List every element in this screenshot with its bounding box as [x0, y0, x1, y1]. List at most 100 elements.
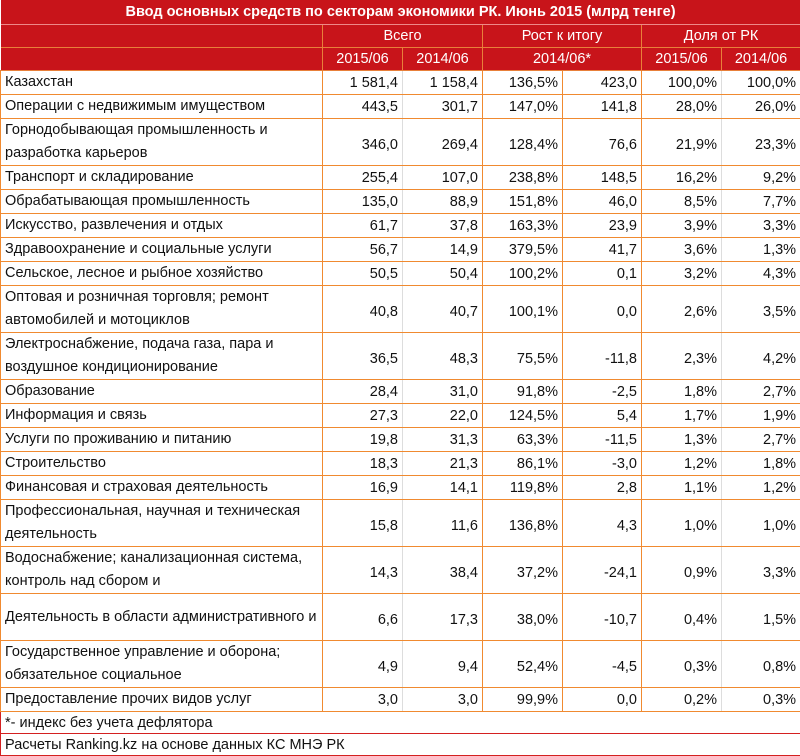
share-2014: 2,7%: [720, 427, 800, 452]
growth-abs-text: 4,3: [616, 518, 637, 534]
growth-abs-text: 2,8: [616, 479, 637, 496]
share-2015-text: 1,0%: [683, 518, 717, 534]
value-2015-text: 15,8: [369, 518, 398, 534]
sector-name: Горнодобывающая промышленность и разрабо…: [0, 118, 323, 166]
sector-name: Образование: [0, 379, 323, 404]
share-2014: 1,2%: [720, 475, 800, 500]
value-2015: 1 581,4: [322, 70, 403, 95]
share-2014-text: 1,3%: [763, 241, 797, 258]
share-2015-text: 0,4%: [683, 612, 717, 628]
header-growth-2014: 2014/06*: [482, 47, 642, 71]
share-2015: 0,2%: [641, 687, 722, 712]
growth-percent: 124,5%: [482, 403, 563, 428]
growth-percent-text: 100,2%: [508, 265, 558, 282]
value-2015-text: 4,9: [377, 659, 398, 675]
share-2015: 3,2%: [641, 261, 722, 286]
value-2014: 17,3: [402, 593, 483, 641]
share-2015: 0,9%: [641, 546, 722, 594]
table-row: Образование 28,4 31,0 91,8% -2,5 1,8% 2,7%: [0, 379, 800, 404]
growth-abs-text: -10,7: [603, 612, 637, 628]
growth-percent: 136,8%: [482, 499, 563, 547]
growth-percent: 99,9%: [482, 687, 563, 712]
share-2015-text: 100,0%: [667, 74, 717, 91]
value-2015: 19,8: [322, 427, 403, 452]
value-2015: 6,6: [322, 593, 403, 641]
value-2014-text: 31,0: [449, 383, 478, 400]
growth-abs: 141,8: [562, 94, 642, 119]
share-2015: 1,3%: [641, 427, 722, 452]
table-row: Водоснабжение; канализационная система, …: [0, 546, 800, 594]
value-2014-text: 88,9: [449, 193, 478, 210]
table-row: Электроснабжение, подача газа, пара и во…: [0, 332, 800, 380]
table-row: Предоставление прочих видов услуг 3,0 3,0 9…: [0, 687, 800, 712]
growth-abs: -3,0: [562, 451, 642, 476]
sector-name: Транспорт и складирование: [0, 165, 323, 190]
value-2015: 16,9: [322, 475, 403, 500]
growth-abs: 0,0: [562, 687, 642, 712]
value-2015: 14,3: [322, 546, 403, 594]
growth-percent: 100,2%: [482, 261, 563, 286]
sector-name: Финансовая и страховая деятельность: [0, 475, 323, 500]
share-2014-text: 0,3%: [763, 691, 797, 708]
table-row: Сельское, лесное и рыбное хозяйство 50,5 5…: [0, 261, 800, 286]
growth-percent: 37,2%: [482, 546, 563, 594]
growth-percent-text: 75,5%: [516, 351, 558, 367]
share-2015: 3,9%: [641, 213, 722, 238]
growth-percent: 238,8%: [482, 165, 563, 190]
growth-abs-text: 41,7: [608, 241, 637, 258]
value-2015-text: 443,5: [361, 98, 398, 115]
growth-abs: 0,1: [562, 261, 642, 286]
sector-name: Профессиональная, научная и техническая …: [0, 499, 323, 547]
value-2014: 37,8: [402, 213, 483, 238]
value-2014-text: 40,7: [449, 304, 478, 320]
share-2015-text: 21,9%: [675, 137, 717, 153]
table-row: Казахстан 1 581,4 1 158,4 136,5% 423,0 100,0%…: [0, 70, 800, 95]
growth-percent-text: 124,5%: [508, 407, 558, 424]
growth-percent: 119,8%: [482, 475, 563, 500]
share-2015-text: 16,2%: [675, 169, 717, 186]
table-row: Операции с недвижимым имуществом 443,5 301…: [0, 94, 800, 119]
growth-abs: -24,1: [562, 546, 642, 594]
share-2015: 1,7%: [641, 403, 722, 428]
growth-abs: 5,4: [562, 403, 642, 428]
value-2015: 61,7: [322, 213, 403, 238]
value-2014: 1 158,4: [402, 70, 483, 95]
share-2014: 2,7%: [720, 379, 800, 404]
share-2014-text: 7,7%: [763, 193, 797, 210]
table-row: Профессиональная, научная и техническая …: [0, 499, 800, 547]
value-2014-text: 50,4: [449, 265, 478, 282]
value-2015: 15,8: [322, 499, 403, 547]
growth-abs: 23,9: [562, 213, 642, 238]
share-2015: 1,1%: [641, 475, 722, 500]
value-2015-text: 16,9: [369, 479, 398, 496]
value-2014-text: 37,8: [449, 217, 478, 234]
value-2015-text: 19,8: [369, 431, 398, 448]
growth-abs-text: 0,1: [616, 265, 637, 282]
value-2015: 18,3: [322, 451, 403, 476]
share-2014: 0,8%: [720, 640, 800, 688]
share-2014-text: 2,7%: [763, 383, 797, 400]
value-2015-text: 56,7: [369, 241, 398, 258]
share-2014-text: 9,2%: [763, 169, 797, 186]
value-2014-text: 38,4: [449, 565, 478, 581]
growth-percent-text: 136,5%: [508, 74, 558, 91]
share-2014: 1,8%: [720, 451, 800, 476]
share-2015-text: 3,9%: [683, 217, 717, 234]
value-2014: 3,0: [402, 687, 483, 712]
growth-abs-text: -24,1: [603, 565, 637, 581]
growth-abs-text: 23,9: [608, 217, 637, 234]
share-2015-text: 1,1%: [683, 479, 717, 496]
growth-percent: 38,0%: [482, 593, 563, 641]
sector-name: Предоставление прочих видов услуг: [0, 687, 323, 712]
growth-abs-text: 141,8: [600, 98, 637, 115]
value-2015-text: 61,7: [369, 217, 398, 234]
value-2015: 346,0: [322, 118, 403, 166]
share-2014-text: 1,9%: [763, 407, 797, 424]
share-2015-text: 2,3%: [683, 351, 717, 367]
growth-percent: 52,4%: [482, 640, 563, 688]
table-row: Обрабатывающая промышленность 135,0 88,9 15…: [0, 189, 800, 214]
share-2014-text: 1,8%: [763, 455, 797, 472]
header-total: Всего: [322, 24, 483, 48]
growth-abs-text: 46,0: [608, 193, 637, 210]
value-2015-text: 6,6: [377, 612, 398, 628]
